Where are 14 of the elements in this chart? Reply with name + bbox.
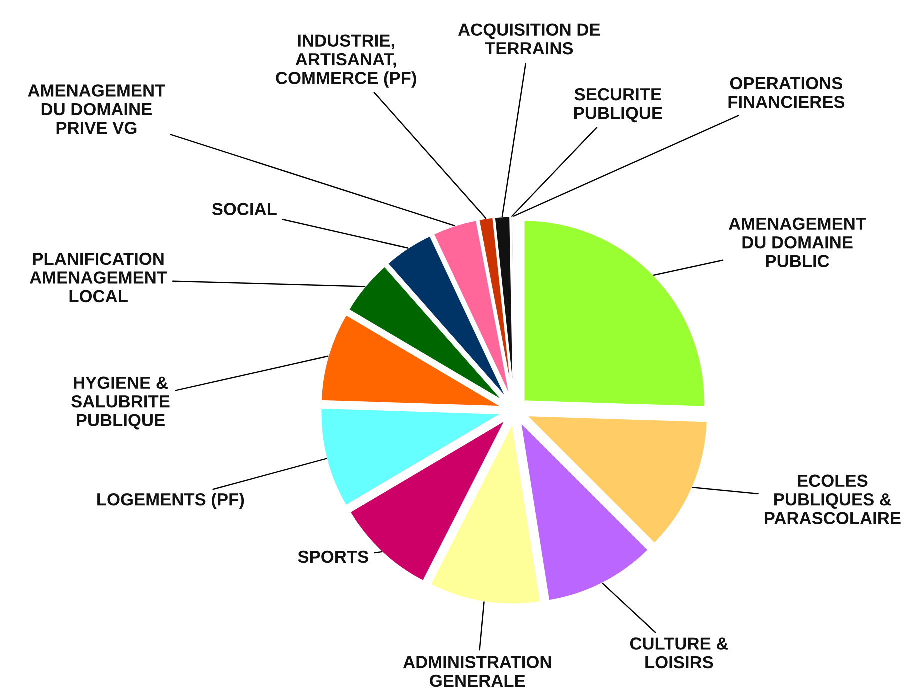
- slice-label: AMENAGEMENT DU DOMAINE PRIVE VG: [28, 84, 166, 134]
- slice-label: INDUSTRIE, ARTISANAT, COMMERCE (PF): [276, 34, 416, 88]
- slice-label: SPORTS: [298, 550, 368, 564]
- slice-label: CULTURE & LOISIRS: [630, 638, 728, 669]
- slice-label: HYGIENE & SALUBRITE PUBLIQUE: [72, 376, 170, 430]
- slice-label: ECOLES PUBLIQUES & PARASCOLAIRE: [765, 474, 901, 524]
- slice-label: OPERATIONS FINANCIERES: [728, 77, 845, 108]
- slice-label: ACQUISITION DE TERRAINS: [458, 24, 600, 55]
- slice-label: SECURITE PUBLIQUE: [574, 88, 662, 123]
- slice-label: LOGEMENTS (PF): [98, 493, 244, 510]
- slice-label: PLANIFICATION AMENAGEMENT LOCAL: [30, 252, 168, 303]
- slice-label: SOCIAL: [212, 203, 277, 216]
- slice-label: ADMINISTRATION GENERALE: [403, 656, 552, 688]
- slice-label: AMENAGEMENT DU DOMAINE PUBLIC: [729, 218, 866, 268]
